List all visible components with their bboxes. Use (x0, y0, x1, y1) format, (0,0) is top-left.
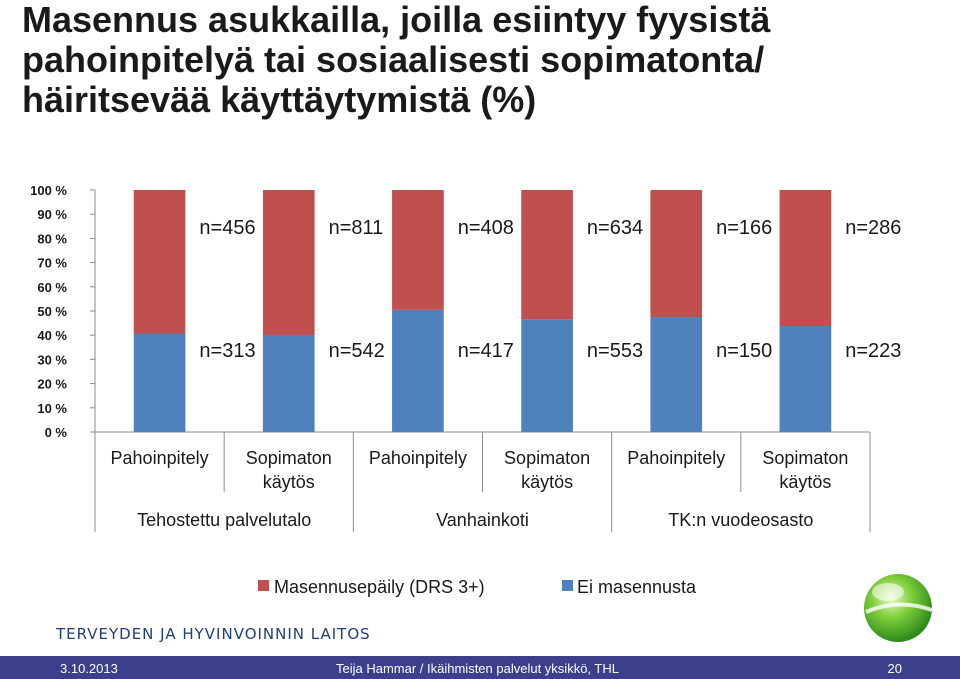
x-group-label: Tehostettu palvelutalo (137, 510, 311, 530)
x-group-label: TK:n vuodeosasto (668, 510, 813, 530)
y-tick-label: 50 % (37, 304, 67, 319)
y-tick-label: 60 % (37, 280, 67, 295)
y-tick-label: 70 % (37, 256, 67, 271)
bar-segment-masennusepaily (650, 190, 703, 318)
y-tick-label: 90 % (37, 207, 67, 222)
y-tick-label: 10 % (37, 401, 67, 416)
title-line-3: häiritsevää käyttäytymistä (%) (22, 79, 537, 120)
org-logo-text: TERVEYDEN JA HYVINVOINNIN LAITOS (56, 625, 371, 643)
legend-label: Ei masennusta (577, 577, 697, 597)
data-label: n=166 (716, 217, 772, 239)
y-tick-label: 20 % (37, 377, 67, 392)
y-tick-label: 30 % (37, 352, 67, 367)
bar-segment-masennusepaily (262, 190, 315, 335)
bar-segment-masennusepaily (779, 190, 832, 327)
data-label: n=286 (845, 217, 901, 239)
x-category-label: Pahoinpitely (111, 448, 209, 468)
x-category-label: Sopimaton (246, 448, 332, 468)
data-label: n=223 (845, 340, 901, 362)
bar-segment-ei-masennusta (779, 326, 832, 432)
bar-segment-ei-masennusta (650, 317, 703, 432)
bar-segment-masennusepaily (133, 190, 186, 334)
legend-swatch (258, 580, 269, 591)
slide-footer: 3.10.2013 Teija Hammar / Ikäihmisten pal… (0, 656, 960, 679)
y-tick-label: 100 % (30, 183, 67, 198)
data-label: n=456 (199, 217, 255, 239)
x-category-label: käytös (779, 472, 831, 492)
bar-segment-ei-masennusta (392, 309, 444, 432)
data-label: n=313 (199, 340, 255, 362)
legend-swatch (562, 580, 573, 591)
data-label: n=408 (458, 217, 514, 239)
legend-label: Masennusepäily (DRS 3+) (274, 577, 485, 597)
footer-date: 3.10.2013 (60, 661, 118, 676)
bar-segment-ei-masennusta (262, 334, 315, 432)
data-label: n=634 (587, 217, 643, 239)
slide-title: Masennus asukkailla, joilla esiintyy fyy… (22, 0, 942, 120)
title-line-2: pahoinpitelyä tai sosiaalisesti sopimato… (22, 39, 765, 80)
x-category-label: käytös (263, 472, 315, 492)
y-tick-label: 80 % (37, 231, 67, 246)
y-tick-label: 40 % (37, 328, 67, 343)
bar-segment-masennusepaily (521, 190, 573, 320)
footer-author: Teija Hammar / Ikäihmisten palvelut yksi… (336, 661, 619, 676)
data-label: n=417 (458, 340, 514, 362)
x-category-label: Pahoinpitely (369, 448, 467, 468)
bar-segment-ei-masennusta (521, 319, 573, 432)
data-label: n=553 (587, 340, 643, 362)
data-label: n=811 (329, 217, 384, 239)
x-group-label: Vanhainkoti (436, 510, 529, 530)
footer-page-number: 20 (887, 661, 902, 676)
globe-logo-icon (864, 574, 933, 642)
stacked-bar-chart: 0 % 10 % 20 % 30 % 40 % 50 % 60 % 70 % 80 % 90 % 1… (30, 183, 901, 597)
y-tick-label: 0 % (45, 425, 68, 440)
data-label: n=150 (716, 340, 772, 362)
x-category-label: Sopimaton (504, 448, 590, 468)
x-category-label: Pahoinpitely (627, 448, 725, 468)
data-label: n=542 (329, 340, 385, 362)
x-category-label: käytös (521, 472, 573, 492)
bar-segment-ei-masennusta (133, 333, 186, 432)
title-line-1: Masennus asukkailla, joilla esiintyy fyy… (22, 0, 771, 40)
bar-segment-masennusepaily (392, 190, 444, 310)
x-category-label: Sopimaton (762, 448, 848, 468)
